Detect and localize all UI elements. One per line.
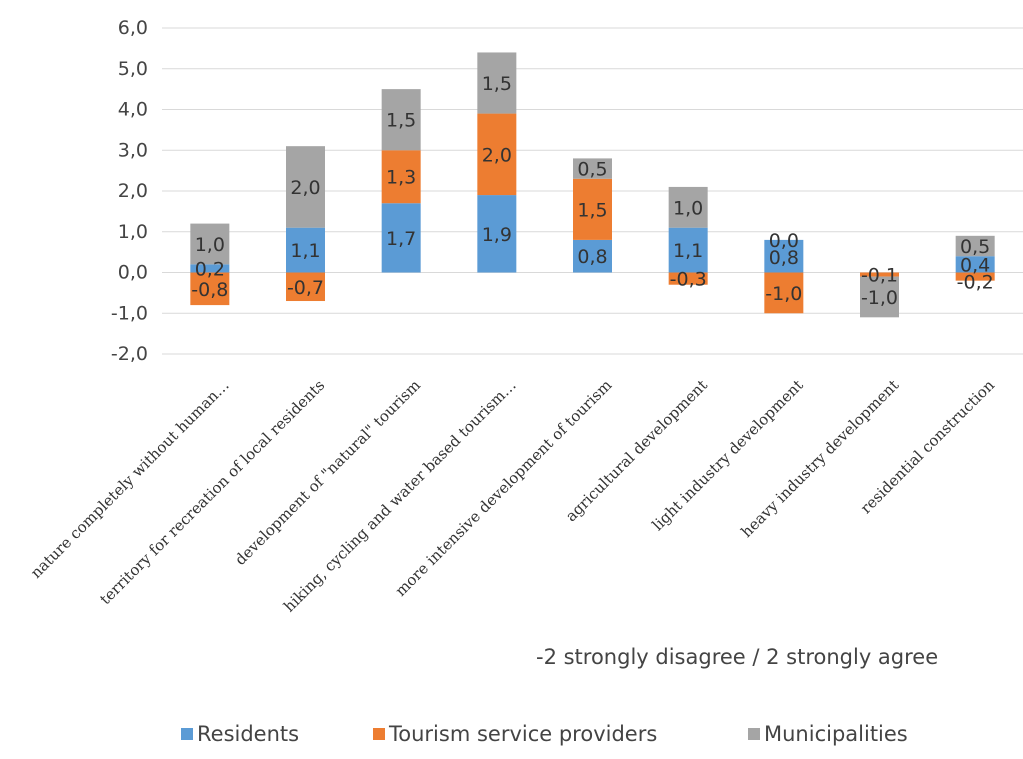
data-label-residents: 0,8 xyxy=(769,247,799,269)
data-label-municipalities: -1,0 xyxy=(861,287,898,309)
bar-residents xyxy=(668,227,708,273)
bar-municipalities xyxy=(286,146,325,228)
data-label-municipalities: 0,5 xyxy=(577,159,607,181)
bar-tourism xyxy=(573,178,612,240)
x-axis-categories: nature completely without human…territor… xyxy=(27,376,998,616)
data-label-residents: 1,7 xyxy=(386,228,416,250)
legend-label-tourism-service-providers: Tourism service providers xyxy=(389,722,658,746)
data-label-municipalities: 1,0 xyxy=(673,197,703,219)
data-label-tourism: 1,5 xyxy=(577,199,607,221)
legend-swatch-tourism-service-providers xyxy=(373,728,385,740)
y-tick-label: 5,0 xyxy=(118,58,148,80)
bar-municipalities xyxy=(668,186,708,228)
data-label-municipalities: 2,0 xyxy=(290,177,320,199)
x-category-label: territory for recreation of local reside… xyxy=(96,376,328,608)
scale-note: -2 strongly disagree / 2 strongly agree xyxy=(536,645,939,669)
bar-tourism xyxy=(668,272,708,285)
data-label-municipalities: 0,0 xyxy=(769,230,799,252)
y-tick-label: 1,0 xyxy=(118,221,148,243)
bar-residents xyxy=(286,227,325,273)
bar-municipalities xyxy=(190,223,230,265)
data-label-municipalities: 1,5 xyxy=(482,73,512,95)
x-category-label: development of "natural" tourism xyxy=(231,376,424,569)
data-label-residents: 0,2 xyxy=(195,258,225,280)
y-tick-label: 4,0 xyxy=(118,99,148,121)
bar-tourism xyxy=(764,272,804,314)
legend-label-municipalities: Municipalities xyxy=(764,722,908,746)
data-label-tourism: -0,8 xyxy=(191,279,228,301)
bar-tourism xyxy=(860,272,899,277)
legend-swatch-residents xyxy=(181,728,193,740)
data-label-tourism: -0,7 xyxy=(287,277,324,299)
bar-residents xyxy=(477,195,517,273)
y-tick-label: 0,0 xyxy=(118,262,148,284)
legend-item-municipalities: Municipalities xyxy=(748,722,908,746)
x-category-label: heavy industry development xyxy=(737,376,902,541)
bars xyxy=(190,52,995,318)
data-label-residents: 0,8 xyxy=(577,246,607,268)
data-label-residents: 0,4 xyxy=(960,254,990,276)
bar-residents xyxy=(190,264,230,273)
legend-item-tourism-service-providers: Tourism service providers xyxy=(373,722,657,746)
y-tick-label: -1,0 xyxy=(111,302,148,324)
data-label-municipalities: 1,0 xyxy=(195,234,225,256)
data-label-residents: 1,1 xyxy=(290,240,320,262)
y-axis-ticks: -2,0 -1,0 0,0 1,0 2,0 3,0 4,0 5,0 6,0 xyxy=(111,17,148,365)
data-label-tourism: 2,0 xyxy=(482,144,512,166)
y-tick-label: 3,0 xyxy=(118,139,148,161)
y-tick-label: 2,0 xyxy=(118,180,148,202)
bar-residents xyxy=(955,256,995,273)
bar-municipalities xyxy=(860,276,899,318)
bar-tourism xyxy=(286,272,325,302)
data-label-residents: 1,1 xyxy=(673,240,703,262)
y-tick-label: 6,0 xyxy=(118,17,148,39)
bar-tourism xyxy=(381,150,421,204)
bar-municipalities xyxy=(477,52,517,114)
data-label-residents: 1,9 xyxy=(482,224,512,246)
data-label-tourism: -1,0 xyxy=(765,283,802,305)
data-labels: 0,2-0,8 1,0 1,1 -0,7 2,0 1,7 1,3 1,5 1,9 2,0 1,5 0,… xyxy=(191,73,993,309)
x-category-label: light industry development xyxy=(649,376,807,534)
x-category-label: nature completely without human… xyxy=(27,376,233,582)
data-label-tourism: -0,1 xyxy=(861,265,898,287)
legend-label-residents: Residents xyxy=(197,722,300,746)
data-label-municipalities: 0,5 xyxy=(960,236,990,258)
bar-tourism xyxy=(190,272,230,306)
bar-tourism xyxy=(477,113,517,196)
data-label-tourism: 1,3 xyxy=(386,167,416,189)
data-label-municipalities: 1,5 xyxy=(386,110,416,132)
bar-municipalities xyxy=(381,89,421,151)
x-category-label: more intensive development of tourism xyxy=(392,376,616,600)
data-label-tourism: -0,2 xyxy=(957,271,994,293)
bar-residents xyxy=(573,239,612,273)
data-label-tourism: -0,3 xyxy=(670,269,707,291)
legend: Residents Tourism service providers Muni… xyxy=(0,722,1023,754)
bar-municipalities xyxy=(955,235,995,257)
bar-tourism xyxy=(955,272,995,281)
y-tick-label: -2,0 xyxy=(111,343,148,365)
bar-residents xyxy=(381,203,421,273)
legend-swatch-municipalities xyxy=(748,728,760,740)
bar-residents xyxy=(764,239,804,273)
legend-item-residents: Residents xyxy=(181,722,299,746)
bar-municipalities xyxy=(573,158,612,179)
